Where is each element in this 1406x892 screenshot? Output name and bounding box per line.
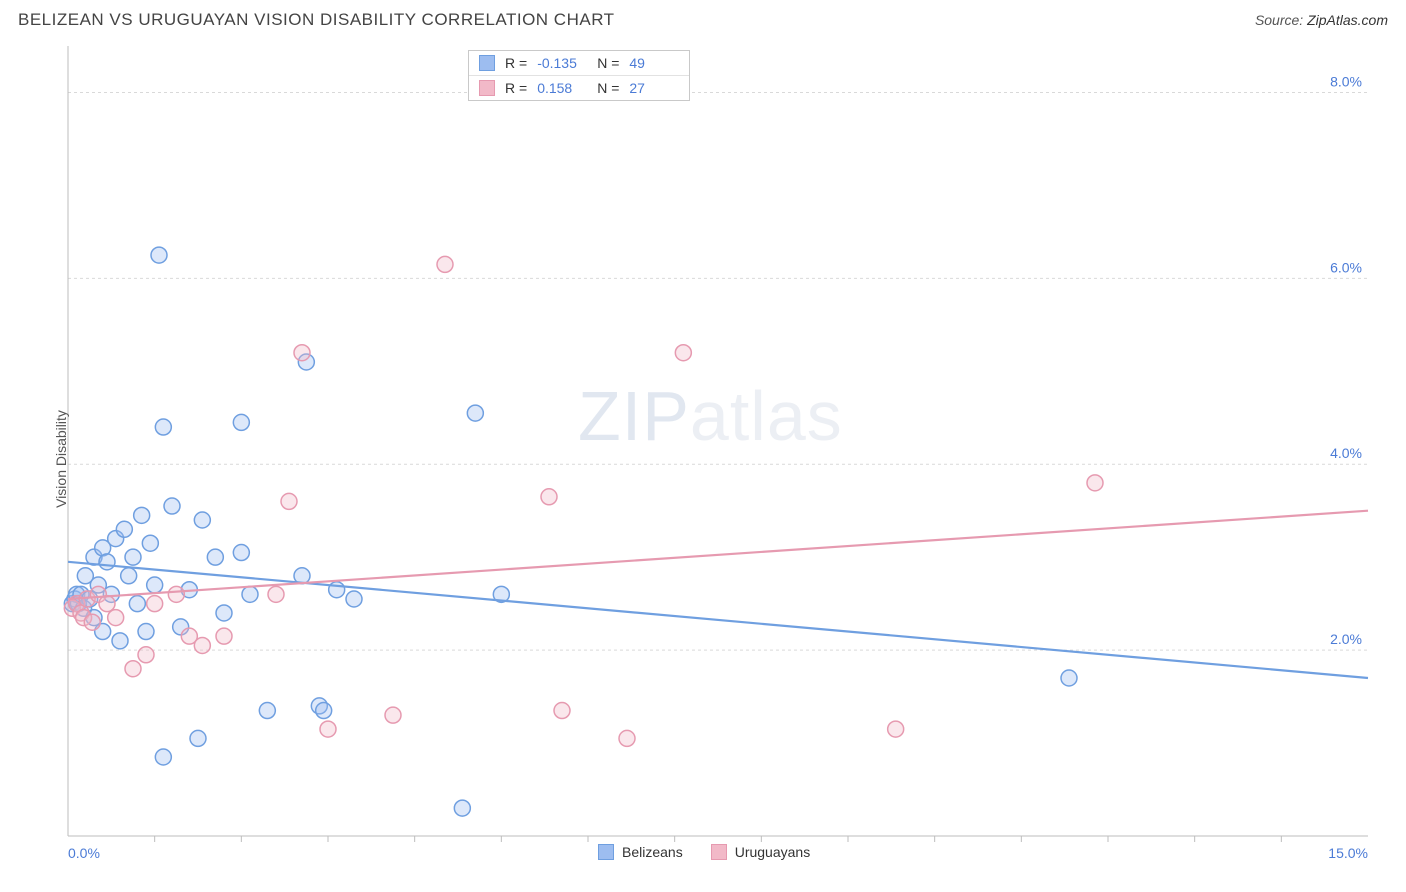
series-legend: Belizeans Uruguayans <box>598 844 810 860</box>
data-point-belizeans <box>316 703 332 719</box>
data-point-uruguayans <box>216 628 232 644</box>
data-point-uruguayans <box>541 489 557 505</box>
n-value-uruguayans: 27 <box>629 80 679 96</box>
data-point-belizeans <box>142 535 158 551</box>
legend-item-uruguayans: Uruguayans <box>711 844 811 860</box>
data-point-uruguayans <box>268 586 284 602</box>
r-value-uruguayans: 0.158 <box>537 80 587 96</box>
y-tick-label: 6.0% <box>1330 259 1362 275</box>
data-point-belizeans <box>125 549 141 565</box>
source-attribution: Source: ZipAtlas.com <box>1255 12 1388 28</box>
x-tick-label: 0.0% <box>68 845 100 861</box>
data-point-belizeans <box>190 730 206 746</box>
y-tick-label: 4.0% <box>1330 445 1362 461</box>
data-point-belizeans <box>129 596 145 612</box>
n-value-belizeans: 49 <box>629 55 679 71</box>
data-point-uruguayans <box>194 637 210 653</box>
r-label: R = <box>505 55 527 71</box>
data-point-belizeans <box>259 703 275 719</box>
legend-label-belizeans: Belizeans <box>622 844 683 860</box>
swatch-uruguayans-icon <box>479 80 495 96</box>
r-label: R = <box>505 80 527 96</box>
y-axis-label: Vision Disability <box>53 410 69 508</box>
data-point-uruguayans <box>675 345 691 361</box>
data-point-belizeans <box>346 591 362 607</box>
data-point-belizeans <box>112 633 128 649</box>
trend-line-uruguayans <box>68 511 1368 599</box>
data-point-belizeans <box>329 582 345 598</box>
y-tick-label: 8.0% <box>1330 73 1362 89</box>
data-point-belizeans <box>242 586 258 602</box>
legend-swatch-uruguayans-icon <box>711 844 727 860</box>
data-point-belizeans <box>1061 670 1077 686</box>
stats-row-belizeans: R = -0.135 N = 49 <box>469 51 689 75</box>
y-tick-label: 2.0% <box>1330 631 1362 647</box>
data-point-uruguayans <box>84 614 100 630</box>
data-point-belizeans <box>194 512 210 528</box>
swatch-belizeans-icon <box>479 55 495 71</box>
data-point-belizeans <box>138 624 154 640</box>
data-point-uruguayans <box>138 647 154 663</box>
source-value: ZipAtlas.com <box>1307 12 1388 28</box>
data-point-uruguayans <box>320 721 336 737</box>
data-point-belizeans <box>155 419 171 435</box>
data-point-belizeans <box>134 507 150 523</box>
data-point-belizeans <box>155 749 171 765</box>
data-point-belizeans <box>147 577 163 593</box>
n-label: N = <box>597 80 619 96</box>
chart-container: Vision Disability 2.0% 4.0% 6.0% 8.0% 0.0% 15… <box>18 46 1388 872</box>
data-point-uruguayans <box>385 707 401 723</box>
data-point-belizeans <box>467 405 483 421</box>
data-point-belizeans <box>99 554 115 570</box>
scatter-chart: 2.0% 4.0% 6.0% 8.0% 0.0% 15.0% <box>18 46 1388 872</box>
data-point-uruguayans <box>554 703 570 719</box>
stats-legend-box: R = -0.135 N = 49 R = 0.158 N = 27 <box>468 50 690 101</box>
data-point-uruguayans <box>888 721 904 737</box>
data-point-belizeans <box>233 414 249 430</box>
legend-swatch-belizeans-icon <box>598 844 614 860</box>
chart-title: BELIZEAN VS URUGUAYAN VISION DISABILITY … <box>18 10 615 30</box>
data-point-belizeans <box>233 545 249 561</box>
legend-label-uruguayans: Uruguayans <box>735 844 811 860</box>
data-point-uruguayans <box>168 586 184 602</box>
data-point-belizeans <box>207 549 223 565</box>
data-point-belizeans <box>121 568 137 584</box>
x-tick-label: 15.0% <box>1328 845 1368 861</box>
data-point-belizeans <box>454 800 470 816</box>
data-point-uruguayans <box>437 256 453 272</box>
data-point-belizeans <box>216 605 232 621</box>
data-point-uruguayans <box>125 661 141 677</box>
data-point-belizeans <box>116 521 132 537</box>
data-point-uruguayans <box>281 493 297 509</box>
r-value-belizeans: -0.135 <box>537 55 587 71</box>
trend-line-belizeans <box>68 562 1368 678</box>
data-point-uruguayans <box>147 596 163 612</box>
data-point-uruguayans <box>99 596 115 612</box>
data-point-uruguayans <box>619 730 635 746</box>
n-label: N = <box>597 55 619 71</box>
stats-row-uruguayans: R = 0.158 N = 27 <box>469 75 689 100</box>
data-point-belizeans <box>151 247 167 263</box>
data-point-belizeans <box>164 498 180 514</box>
data-point-uruguayans <box>294 345 310 361</box>
data-point-uruguayans <box>1087 475 1103 491</box>
data-point-uruguayans <box>108 610 124 626</box>
source-label: Source: <box>1255 12 1303 28</box>
legend-item-belizeans: Belizeans <box>598 844 683 860</box>
